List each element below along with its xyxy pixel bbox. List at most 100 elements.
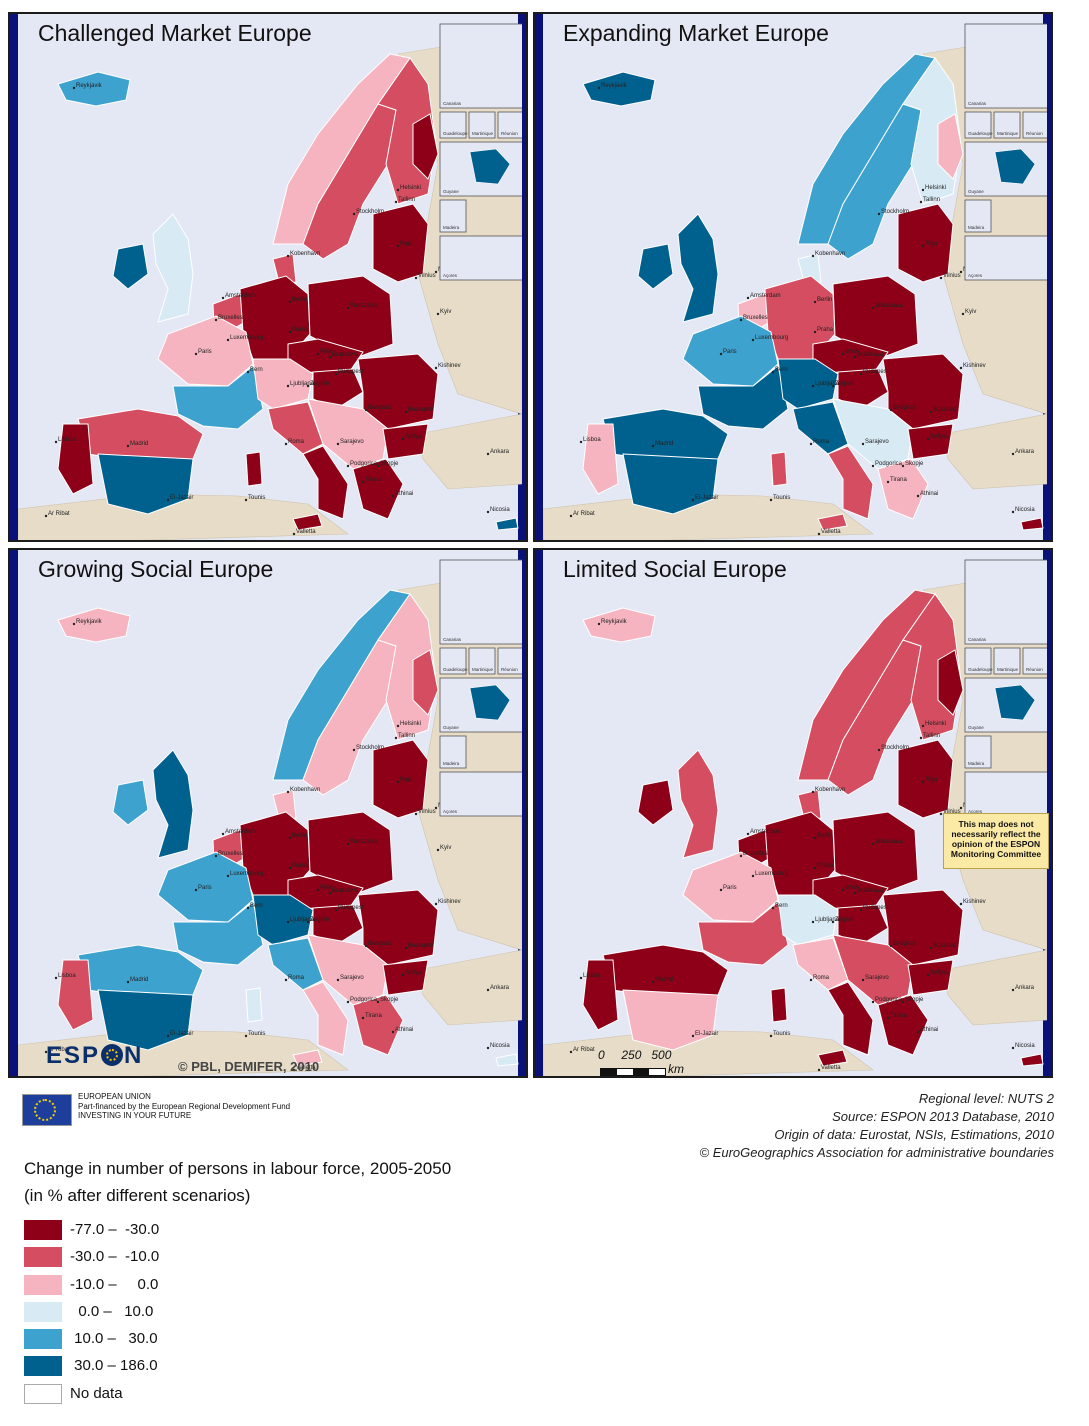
region-spain-s: [97, 453, 194, 515]
city-label: Luxembourg: [230, 335, 263, 341]
region-uk: [152, 749, 194, 859]
panel-border-left: [10, 550, 18, 1076]
inset-martinique: [468, 111, 496, 139]
region-portugal: [582, 959, 619, 1031]
city-label: Bruxelles: [218, 315, 243, 321]
inset-reunion: [497, 111, 522, 139]
non-eu-land: [942, 949, 1047, 1026]
city-dot: [817, 1068, 821, 1072]
region-italy-s: [827, 445, 874, 520]
city-label: Tounis: [248, 1031, 265, 1037]
eu-funding-text: EUROPEAN UNION Part-financed by the Euro…: [78, 1092, 290, 1121]
eu-line-3: INVESTING IN YOUR FUTURE: [78, 1111, 192, 1120]
region-italy-n: [792, 401, 849, 455]
region-italy-s: [302, 445, 349, 520]
city-label: Paris: [198, 349, 212, 355]
inset-label: Açores: [443, 273, 458, 278]
city-dot: [811, 384, 815, 388]
inset-label: Canarias: [968, 101, 987, 106]
city-dot: [861, 978, 865, 982]
city-dot: [569, 514, 573, 518]
inset-label: Martinique: [997, 131, 1019, 136]
city-dot: [691, 1034, 695, 1038]
inset-label: Guyane: [968, 189, 984, 194]
city-label: Roma: [813, 439, 830, 445]
city-label: Tounis: [773, 1031, 790, 1037]
eu-line-1: EUROPEAN UNION: [78, 1092, 151, 1101]
city-label: Vilnius: [418, 809, 436, 815]
city-label: Athinai: [395, 491, 413, 497]
city-label: Warszawa: [875, 839, 903, 845]
legend-label: -30.0 – -10.0: [70, 1248, 160, 1266]
region-iceland: [582, 607, 656, 643]
panel-border-right: [518, 14, 526, 540]
copyright: © PBL, DEMIFER, 2010: [178, 1059, 320, 1074]
city-dot: [579, 440, 583, 444]
inset-canarias: [964, 559, 1047, 645]
city-label: Vilnius: [943, 273, 961, 279]
city-label: Roma: [288, 439, 305, 445]
city-dot: [376, 464, 380, 468]
city-label: Bucuresti: [408, 407, 433, 413]
city-dot: [288, 836, 292, 840]
city-label: Bucuresti: [933, 943, 958, 949]
region-bulgaria: [907, 423, 954, 460]
city-dot: [719, 888, 723, 892]
city-label: Ar Ribat: [48, 1047, 70, 1053]
espon-logo: ESP N: [46, 1042, 143, 1070]
city-dot: [901, 1000, 905, 1004]
city-label: Nicosia: [490, 507, 510, 513]
city-dot: [404, 946, 408, 950]
panel-title: Challenged Market Europe: [38, 20, 312, 46]
region-guyane: [994, 148, 1036, 185]
city-label: Ljubljana: [815, 381, 840, 387]
city-dot: [396, 244, 400, 248]
source-line-4: © EuroGeographics Association for admini…: [699, 1145, 1055, 1160]
city-label: Valletta: [296, 529, 316, 535]
city-dot: [859, 372, 863, 376]
city-dot: [286, 790, 290, 794]
city-label: Bern: [775, 903, 788, 909]
city-dot: [334, 908, 338, 912]
city-label: Vilnius: [418, 273, 436, 279]
region-iceland: [57, 607, 131, 643]
city-dot: [871, 464, 875, 468]
region-bulgaria: [382, 423, 429, 460]
region-sardinia: [770, 987, 788, 1023]
region-france-s: [697, 365, 789, 430]
city-label: Bratislava: [857, 352, 884, 358]
city-dot: [871, 842, 875, 846]
city-dot: [284, 978, 288, 982]
city-label: Nicosia: [1015, 1043, 1035, 1049]
inset-martinique: [468, 647, 496, 675]
city-dot: [434, 366, 438, 370]
city-label: Kishinev: [963, 899, 986, 905]
city-dot: [926, 973, 930, 977]
city-label: Kishinev: [438, 363, 461, 369]
city-dot: [328, 355, 332, 359]
city-dot: [394, 736, 398, 740]
legend-label: 0.0 – 10.0: [70, 1302, 154, 1320]
region-bulgaria: [382, 959, 429, 996]
inset-madeira: [964, 735, 992, 769]
city-dot: [746, 296, 750, 300]
city-dot: [346, 464, 350, 468]
region-france-n: [682, 851, 779, 923]
region-sardinia: [245, 987, 263, 1023]
city-label: Kobenhavn: [815, 787, 845, 793]
city-dot: [861, 442, 865, 446]
city-dot: [394, 200, 398, 204]
city-dot: [434, 902, 438, 906]
legend-swatch: [24, 1383, 62, 1404]
map-panel-limited-social: Reykjavik Helsinki Tallinn Stockholm Riga Kob…: [533, 548, 1053, 1078]
city-label: Athinai: [395, 1027, 413, 1033]
city-label: El-Jazair: [695, 495, 718, 501]
city-dot: [921, 724, 925, 728]
logo-text-left: ESP: [46, 1042, 101, 1069]
city-label: Skopje: [380, 461, 399, 467]
city-dot: [809, 978, 813, 982]
city-label: Tallinn: [398, 197, 415, 203]
city-dot: [853, 891, 857, 895]
city-label: Podgorica: [350, 461, 378, 467]
city-dot: [328, 891, 332, 895]
